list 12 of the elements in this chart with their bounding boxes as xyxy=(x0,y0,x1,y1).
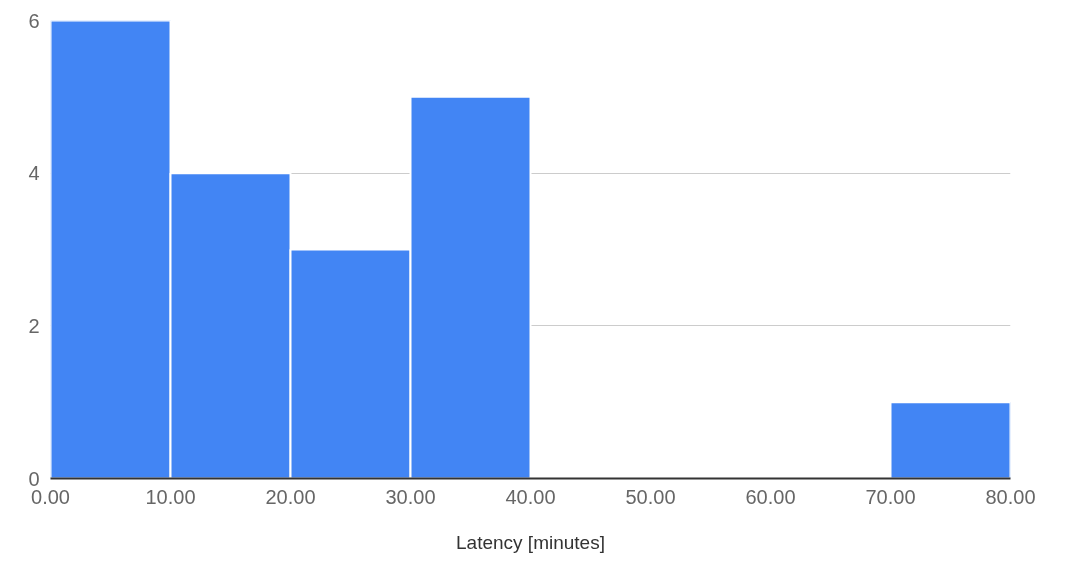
x-tick-label: 50.00 xyxy=(625,485,676,508)
x-tick-label: 10.00 xyxy=(145,485,196,508)
y-tick-label: 6 xyxy=(28,9,40,32)
y-tick-label: 2 xyxy=(28,314,40,337)
x-tick-label: 20.00 xyxy=(265,485,316,508)
x-tick-label: 30.00 xyxy=(385,485,436,508)
y-tick-label: 4 xyxy=(28,162,40,185)
x-tick-label: 40.00 xyxy=(505,485,556,508)
x-axis-title: Latency [minutes] xyxy=(456,531,605,553)
x-tick-label: 80.00 xyxy=(985,485,1036,508)
x-tick-label: 70.00 xyxy=(865,485,916,508)
x-tick-label: 60.00 xyxy=(745,485,796,508)
